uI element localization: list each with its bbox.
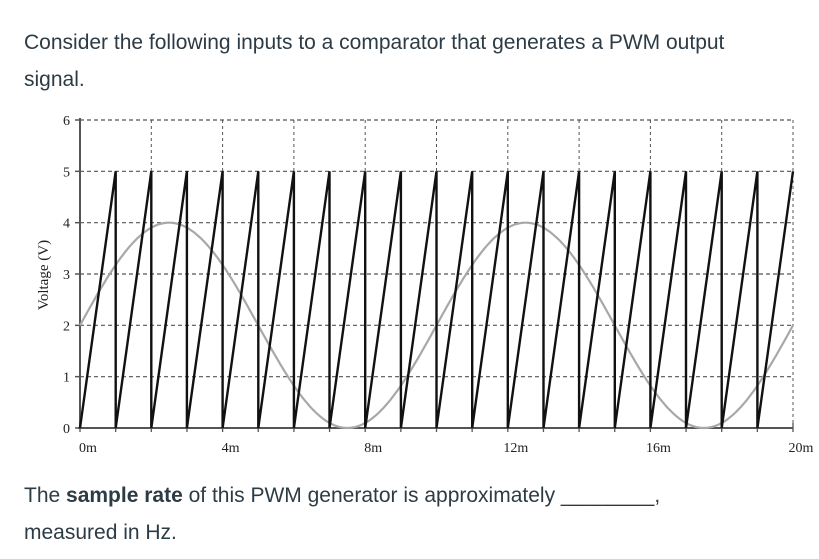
y-tick-label: 5 [63, 165, 70, 180]
y-tick-label: 3 [63, 268, 70, 283]
y-tick-label: 1 [63, 371, 70, 386]
y-tick-label: 0 [63, 422, 70, 437]
y-tick-label: 2 [63, 319, 70, 334]
prompt-bold-term: sample rate [66, 484, 183, 507]
y-tick-label: 6 [63, 114, 70, 129]
question-intro: Consider the following inputs to a compa… [24, 31, 725, 91]
sawtooth-series [78, 171, 795, 429]
y-axis-title: Voltage (V) [36, 240, 52, 310]
x-tick-label: 16m [646, 441, 671, 456]
y-axis-ticks: 0 1 2 3 4 5 6 [63, 114, 80, 437]
voltage-chart: 0 1 2 3 4 5 6 0m 4m 8m 12m 16m 20m Voltage (V) [36, 114, 814, 456]
y-tick-label: 4 [63, 217, 70, 232]
x-tick-label: 8m [364, 441, 382, 456]
x-tick-label: 0m [79, 441, 97, 456]
prompt-after-blank: of this PWM generator is approximately _… [182, 484, 661, 507]
x-tick-label: 12m [503, 441, 528, 456]
prompt-line-2: measured in Hz. [24, 521, 177, 544]
x-tick-label: 4m [222, 441, 240, 456]
question-prompt: The sample rate of this PWM generator is… [24, 477, 814, 551]
prompt-before: The [24, 484, 67, 507]
x-tick-label: 20m [789, 441, 814, 456]
